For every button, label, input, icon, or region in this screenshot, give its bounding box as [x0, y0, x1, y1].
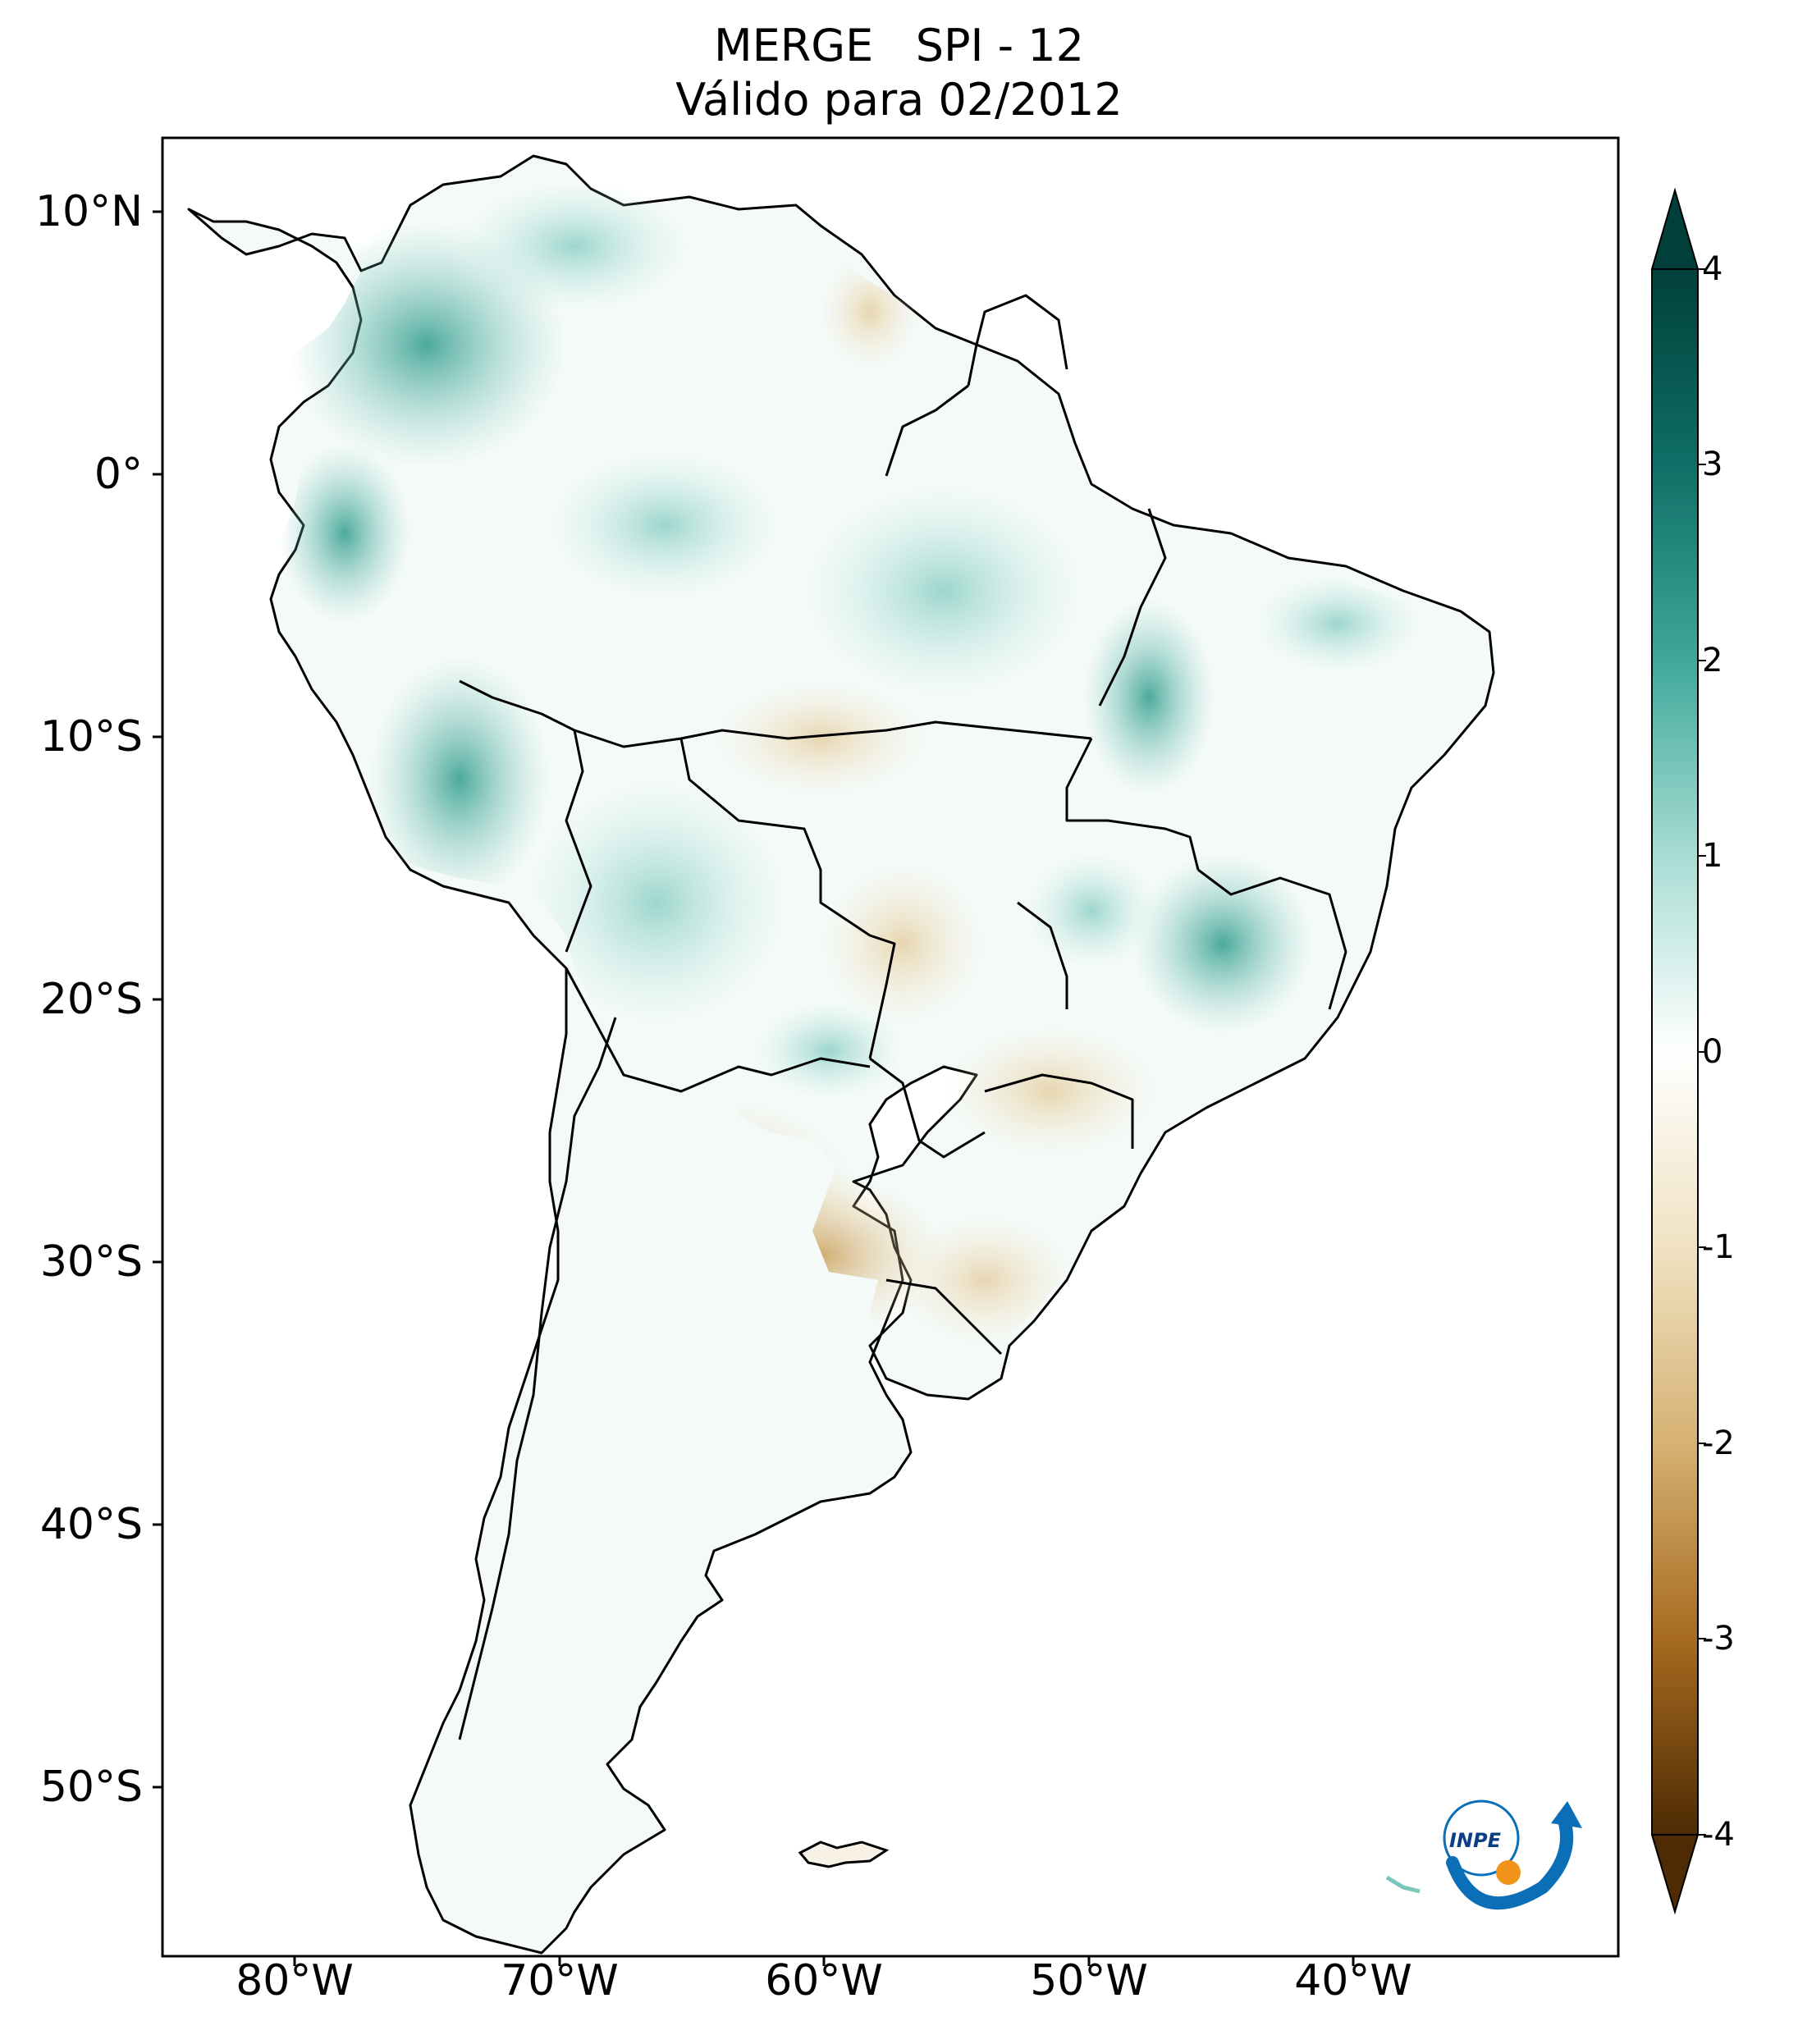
colorbar-ticks: [1698, 268, 1706, 1836]
spi-anomaly-field: [279, 181, 1420, 1395]
lat-label-50s: 50°S: [39, 1763, 143, 1812]
lat-label-10n: 10°N: [34, 187, 143, 236]
colorbar-label-neg2: -2: [1702, 1424, 1735, 1462]
logo-orange-dot-icon: [1496, 1860, 1521, 1885]
colorbar-label-neg4: -4: [1702, 1816, 1735, 1854]
inpe-logo-text: INPE: [1449, 1829, 1501, 1852]
colorbar-label-2: 2: [1702, 642, 1723, 679]
lat-label-10s: 10°S: [39, 712, 143, 761]
lon-label-80w: 80°W: [236, 1956, 354, 2005]
colorbar-label-4: 4: [1702, 250, 1723, 288]
map-subtitle: Válido para 02/2012: [675, 74, 1123, 126]
lat-label-40s: 40°S: [39, 1500, 143, 1549]
colorbar-label-3: 3: [1702, 446, 1723, 483]
colorbar-label-neg1: -1: [1702, 1228, 1735, 1266]
colorbar-label-1: 1: [1702, 837, 1723, 875]
inpe-logo: [1443, 1799, 1582, 1910]
colorbar-gradient: [1651, 268, 1699, 1836]
logo-arrow-icon: [1551, 1801, 1582, 1828]
logo-ring-icon: [1443, 1799, 1520, 1877]
colorbar-label-neg3: -3: [1702, 1620, 1735, 1658]
lon-label-40w: 40°W: [1294, 1956, 1412, 2005]
colorbar-max-extension: [1650, 187, 1700, 270]
colorbar-label-0: 0: [1702, 1033, 1723, 1071]
lon-label-70w: 70°W: [501, 1956, 619, 2005]
lon-label-50w: 50°W: [1030, 1956, 1148, 2005]
map-title: MERGE SPI - 12: [714, 20, 1084, 71]
lat-label-0: 0°: [94, 450, 143, 499]
colorbar: [1650, 187, 1706, 1915]
falkland-islands: [798, 1841, 890, 1868]
political-borders: [458, 294, 1347, 1740]
colorbar-min-extension: [1650, 1834, 1700, 1915]
longitude-ticks: [293, 1956, 1355, 1966]
lat-label-20s: 20°S: [39, 975, 143, 1024]
latitude-ticks: [153, 210, 162, 1789]
logo-swoosh-icon: [1446, 1811, 1574, 1910]
lon-label-60w: 60°W: [765, 1956, 883, 2005]
lat-label-30s: 30°S: [39, 1237, 143, 1287]
south-georgia: [1385, 1875, 1421, 1894]
